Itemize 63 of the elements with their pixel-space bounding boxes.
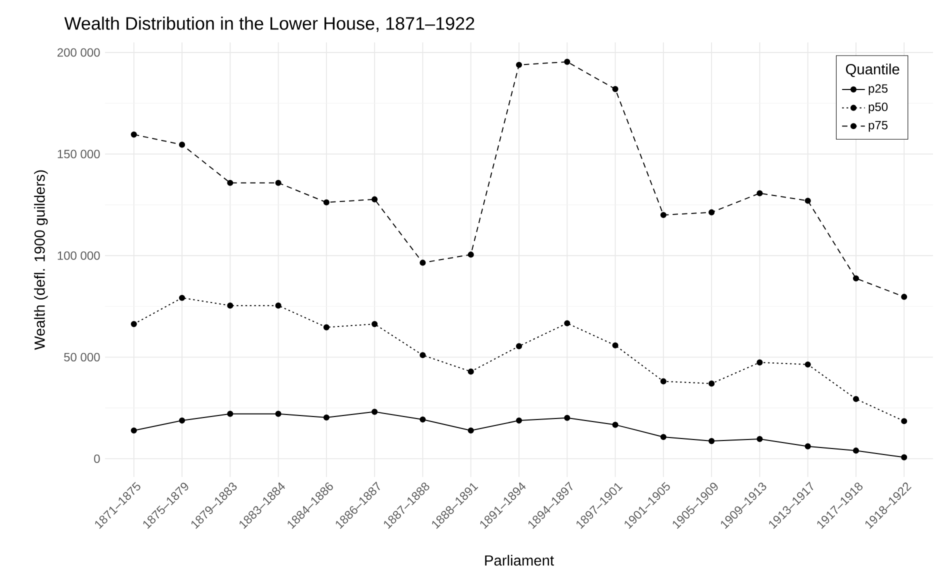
point [130,427,137,434]
point [708,380,715,387]
point [516,62,522,68]
point [275,180,282,186]
point [275,410,282,417]
point [420,416,426,423]
point [468,368,474,375]
y-tick-label: 50 000 [64,352,100,362]
point [708,209,715,216]
point [468,427,474,434]
point [178,418,186,424]
point [372,321,378,328]
point [612,422,618,428]
point [372,408,378,415]
point [756,359,763,366]
point [227,180,234,186]
point [852,396,860,402]
point [804,198,811,204]
y-tick-label: 0 [94,454,100,463]
point [323,324,330,330]
point [178,294,186,301]
y-tick-label: 150 000 [58,150,100,158]
point [852,448,860,454]
point [516,418,522,424]
point [516,343,522,350]
point [708,438,715,444]
point [323,199,330,206]
point [852,275,860,282]
chart-title: Wealth Distribution in the Lower House, 1871–1922 [64,16,474,32]
point [756,436,763,442]
point [901,418,908,424]
point [468,252,474,258]
point [804,361,811,368]
point [612,342,618,348]
point [564,58,570,65]
point [420,260,426,266]
point [372,196,378,202]
legend-label: p50 [868,102,888,114]
legend-label: p75 [868,121,888,132]
y-tick-label: 100 000 [58,251,100,260]
x-axis-title: Parliament [485,554,554,566]
legend-title: Quantile [846,64,900,78]
point [323,414,330,421]
point [130,132,137,138]
point [612,86,618,92]
point [564,320,570,326]
point [275,302,282,309]
legend-label: p25 [868,84,888,96]
point [227,302,234,309]
point [660,378,666,384]
point [901,454,908,460]
point [804,443,811,450]
point [178,142,186,148]
y-tick-label: 200 000 [58,48,100,57]
point [901,294,908,300]
point [227,410,234,417]
y-axis-title: Wealth (defl. 1900 guilders) [34,170,48,350]
point [564,414,570,421]
point [660,212,666,218]
point [420,352,426,358]
point [756,190,763,196]
point [660,434,666,440]
point [130,321,137,328]
